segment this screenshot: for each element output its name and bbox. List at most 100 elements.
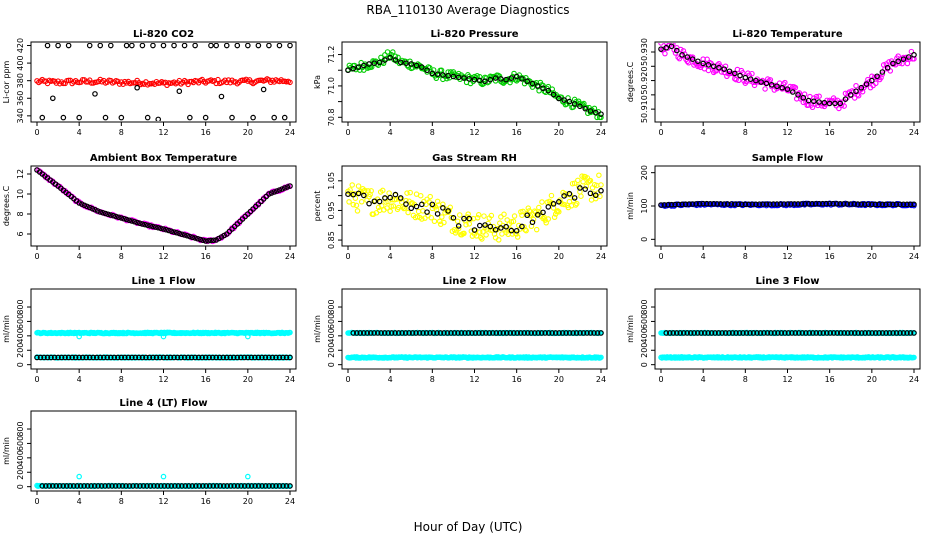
x-tick-label: 8 (119, 497, 124, 506)
data-point (570, 104, 577, 110)
data-point (890, 330, 896, 336)
data-point (663, 43, 669, 46)
data-point (582, 105, 588, 112)
data-point (371, 198, 378, 205)
data-point (366, 200, 372, 207)
data-point (418, 64, 425, 70)
data-point (703, 200, 710, 207)
data-point (86, 354, 93, 361)
data-point (507, 330, 514, 336)
y-tick-label: 0 (640, 362, 649, 367)
data-series (350, 330, 604, 336)
data-point (276, 187, 283, 193)
data-point (708, 330, 715, 336)
x-tick-label: 4 (701, 252, 706, 261)
data-point (782, 79, 788, 86)
data-point (524, 212, 531, 219)
data-point (206, 354, 212, 361)
y-axis-label: Li-cor ppm (2, 60, 11, 103)
data-point (893, 330, 900, 336)
data-point (756, 201, 763, 208)
data-point (439, 214, 445, 220)
data-point (465, 330, 472, 336)
data-point (461, 215, 467, 222)
data-point (259, 354, 265, 361)
data-point (276, 43, 283, 49)
data-point (274, 188, 280, 194)
data-point (152, 224, 159, 230)
data-point (355, 183, 362, 189)
data-point (189, 483, 196, 489)
data-point (397, 195, 404, 201)
data-point (245, 473, 251, 480)
data-point (784, 201, 791, 207)
data-point (451, 330, 458, 336)
x-tick-label: 12 (469, 375, 479, 384)
data-point (851, 201, 858, 207)
data-point (67, 483, 73, 489)
data-point (227, 354, 234, 361)
data-point (413, 62, 420, 69)
data-point (492, 226, 499, 233)
data-point (668, 43, 675, 50)
y-tick-label: 0.85 (327, 231, 336, 249)
x-tick-label: 8 (430, 252, 435, 261)
data-point (150, 43, 156, 49)
data-point (774, 83, 780, 90)
data-point (540, 85, 546, 92)
data-point (578, 193, 584, 199)
data-point (200, 237, 206, 244)
data-point (353, 202, 360, 209)
data-point (587, 190, 594, 197)
data-point (172, 483, 178, 489)
data-point (847, 201, 854, 207)
data-point (662, 50, 668, 57)
data-point (876, 201, 882, 208)
data-point (587, 177, 594, 184)
data-point (475, 212, 482, 218)
data-point (750, 330, 757, 336)
data-point (561, 97, 567, 103)
data-point (213, 43, 220, 49)
data-point (571, 101, 578, 107)
data-point (879, 330, 886, 336)
data-point (483, 330, 489, 336)
x-tick-label: 16 (512, 375, 522, 384)
data-point (701, 330, 708, 336)
data-point (378, 203, 385, 209)
data-point (550, 91, 557, 98)
data-point (430, 330, 437, 336)
y-tick-label: 6 (16, 231, 25, 236)
data-point (257, 77, 263, 83)
data-point (882, 66, 888, 72)
data-point (440, 205, 446, 211)
data-point (209, 354, 216, 361)
data-point (476, 222, 483, 229)
y-tick-label: 400 (16, 450, 25, 465)
data-point (574, 200, 580, 207)
data-point (813, 93, 820, 100)
data-point (694, 330, 701, 336)
data-point (450, 73, 457, 80)
data-point (434, 71, 441, 77)
data-point (175, 483, 182, 489)
data-point (551, 214, 558, 221)
data-point (81, 483, 87, 489)
data-point (202, 238, 209, 244)
chart-panel: Li-820 Pressure kPa 0 4 8 12 16 20 24 70.8 71.0 71.… (313, 29, 608, 137)
data-point (700, 60, 706, 67)
data-point (810, 330, 816, 336)
data-point (461, 230, 467, 237)
data-point (271, 189, 277, 195)
data-point (58, 354, 65, 361)
data-point (466, 73, 472, 80)
data-point (146, 354, 153, 361)
data-point (570, 197, 577, 204)
data-point (540, 209, 546, 216)
data-point (112, 483, 119, 489)
data-point (511, 213, 518, 219)
data-point (753, 201, 759, 208)
data-point (679, 201, 685, 208)
data-point (109, 483, 115, 489)
x-tick-label: 0 (345, 252, 350, 261)
